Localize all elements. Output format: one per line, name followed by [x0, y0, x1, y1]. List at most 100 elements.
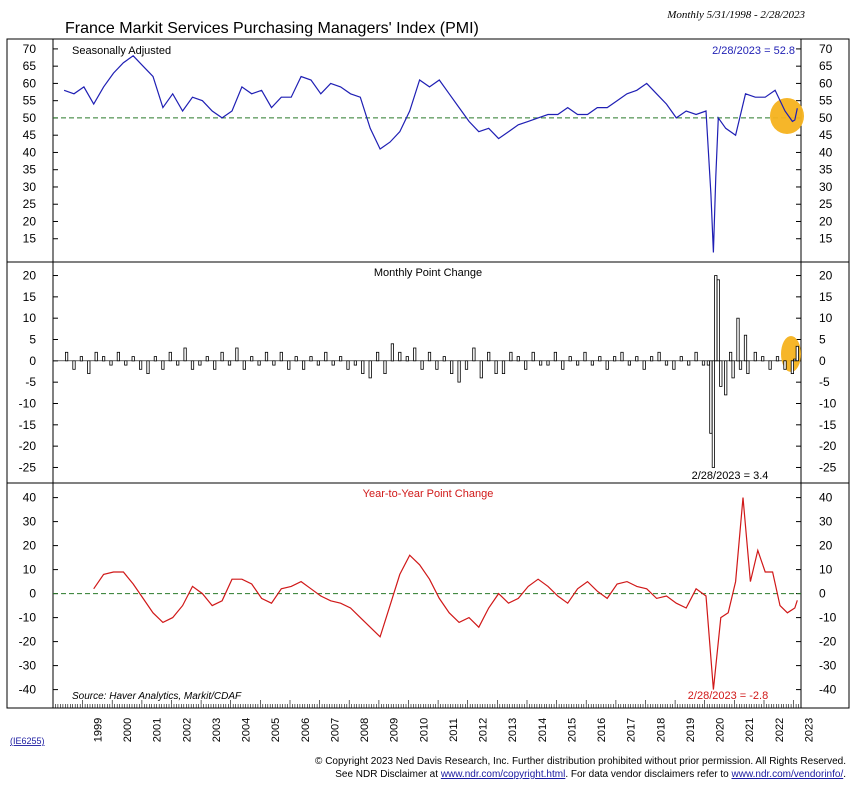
y-tick-label-right: 0	[819, 587, 826, 601]
change-bar	[657, 351, 661, 362]
change-bar	[250, 356, 254, 362]
y-tick-label-left: 10	[23, 311, 37, 325]
yoy-panel: Year-to-Year Point Change 2/28/2023 = -2…	[19, 488, 837, 702]
change-bar	[494, 360, 498, 374]
change-bar	[472, 347, 476, 362]
x-year-label: 2010	[418, 718, 430, 742]
change-bar	[706, 360, 711, 366]
change-bar	[487, 351, 491, 362]
yoy-series-line	[93, 497, 798, 690]
y-tick-label-left: 35	[23, 163, 37, 177]
y-tick-label-right: 40	[819, 145, 833, 159]
change-bar	[768, 360, 772, 370]
y-tick-label-left: 30	[23, 515, 37, 529]
change-bar	[524, 360, 528, 370]
x-year-label: 2008	[359, 718, 371, 742]
change-bar	[642, 360, 646, 370]
change-bar	[598, 356, 602, 362]
chart-id[interactable]: (IE6255)	[10, 736, 45, 746]
y-tick-label-right: 25	[819, 197, 833, 211]
change-bar	[761, 356, 765, 362]
change-bar	[509, 351, 513, 362]
change-bar	[450, 360, 454, 374]
change-bar	[168, 351, 172, 362]
y-tick-label-left: -20	[19, 635, 37, 649]
change-bar	[711, 360, 716, 468]
change-bar	[176, 360, 180, 366]
y-tick-label-left: 10	[23, 563, 37, 577]
y-tick-label-left: 30	[23, 180, 37, 194]
x-year-label: 2018	[655, 718, 667, 742]
y-tick-label-right: 65	[819, 59, 833, 73]
change-bar	[368, 360, 372, 379]
y-tick-label-right: 20	[819, 539, 833, 553]
change-bar	[714, 275, 718, 362]
change-bar	[553, 351, 558, 362]
x-year-label: 2006	[300, 718, 312, 742]
change-bar	[213, 360, 217, 370]
change-bar	[561, 360, 565, 370]
change-bar	[198, 360, 202, 366]
change-bar	[109, 360, 113, 366]
change-bar	[324, 351, 328, 362]
change-bar	[687, 360, 691, 366]
vendor-info-link[interactable]: www.ndr.com/vendorinfo/	[731, 769, 844, 780]
y-tick-label-left: 65	[23, 59, 37, 73]
y-tick-label-left: 60	[23, 76, 37, 90]
change-bar	[87, 360, 91, 374]
y-tick-label-left: -10	[19, 611, 37, 625]
change-bar	[795, 345, 799, 362]
change-bar	[435, 360, 439, 370]
y-tick-label-right: 30	[819, 180, 833, 194]
y-tick-label-left: 20	[23, 269, 37, 283]
change-bar	[153, 356, 157, 362]
change-bar	[743, 334, 748, 362]
y-tick-label-left: 5	[29, 333, 36, 347]
y-tick-label-right: 45	[819, 128, 833, 142]
change-bar	[627, 360, 632, 366]
change-bar	[716, 279, 720, 362]
change-bar	[620, 351, 624, 362]
change-bar	[338, 356, 343, 362]
change-bar	[793, 358, 797, 362]
y-tick-label-left: 15	[23, 232, 37, 246]
change-bar	[383, 360, 387, 374]
y-tick-label-left: 40	[23, 491, 37, 505]
y-tick-label-left: 45	[23, 128, 37, 142]
change-bar	[635, 356, 639, 362]
change-bar	[375, 351, 380, 362]
change-bar	[294, 356, 298, 362]
x-year-label: 2020	[715, 718, 727, 742]
copyright-text-c: .	[843, 769, 846, 780]
y-tick-label-right: 10	[819, 563, 833, 577]
y-tick-label-right: -15	[819, 418, 837, 432]
x-year-label: 2003	[211, 718, 223, 742]
change-bar	[242, 360, 246, 370]
change-bar	[146, 360, 150, 374]
x-year-label: 1999	[92, 718, 104, 742]
x-year-label: 2014	[537, 718, 549, 742]
change-bar	[464, 360, 469, 370]
change-bar	[738, 360, 743, 370]
x-year-label: 2002	[181, 718, 193, 742]
change-bar	[746, 360, 750, 374]
change-panel: Monthly Point Change 2/28/2023 = 3.4 -25…	[19, 267, 837, 482]
change-bar	[390, 343, 395, 362]
copyright-link[interactable]: www.ndr.com/copyright.html	[440, 769, 566, 780]
y-tick-label-left: 15	[23, 290, 37, 304]
change-bar	[272, 360, 276, 366]
change-bar	[124, 360, 128, 366]
y-tick-label-right: 5	[819, 333, 826, 347]
change-bar	[309, 356, 313, 362]
change-bar	[783, 360, 787, 370]
chart-frame	[6, 38, 850, 709]
y-tick-label-left: 20	[23, 539, 37, 553]
change-bar	[257, 360, 261, 366]
chart-title: France Markit Services Purchasing Manage…	[65, 20, 479, 37]
change-bar	[287, 360, 291, 370]
x-year-label: 2000	[122, 718, 134, 742]
y-tick-label-right: -30	[819, 659, 837, 673]
y-tick-label-right: -40	[819, 683, 837, 697]
yoy-panel-label: Year-to-Year Point Change	[363, 488, 494, 500]
